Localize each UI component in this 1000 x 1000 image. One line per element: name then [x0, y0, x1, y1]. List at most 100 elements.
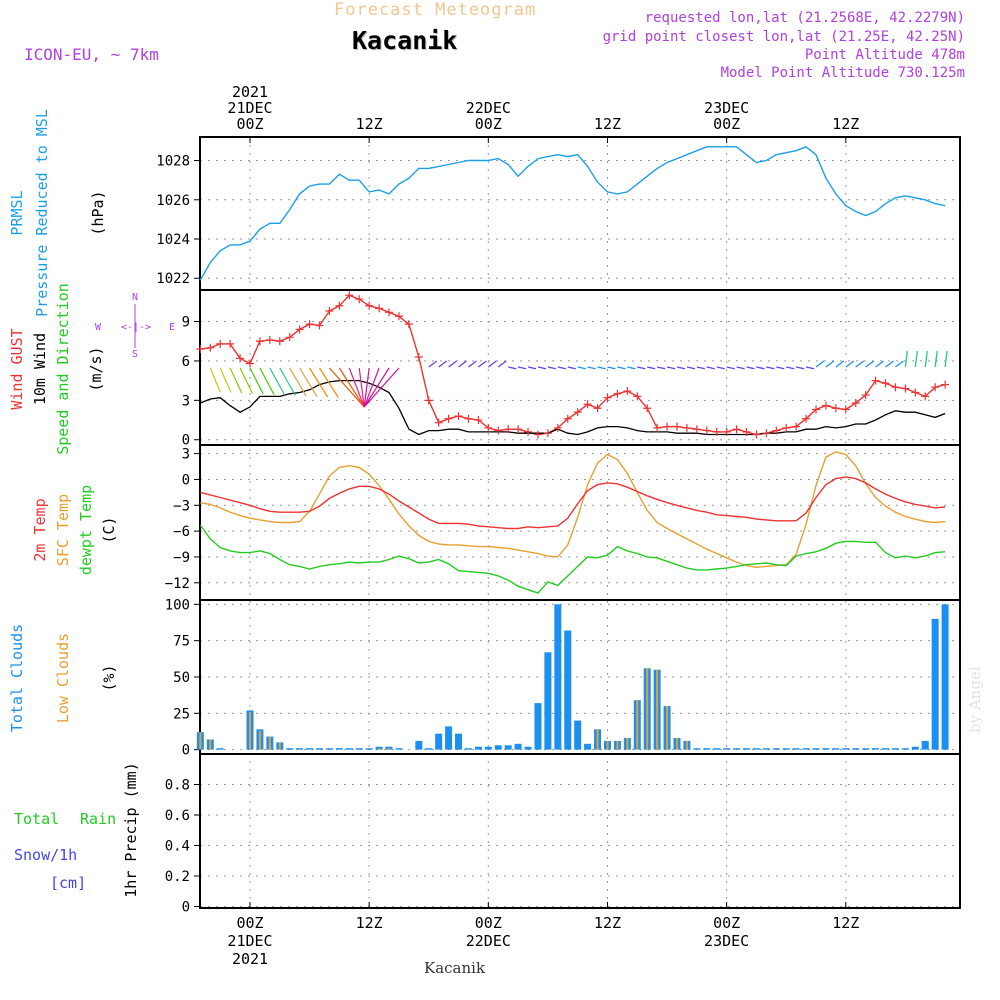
total-cloud-bar: [484, 746, 492, 750]
gust-marker: [345, 291, 354, 300]
gust-marker: [533, 430, 542, 439]
top-time-label: 2021: [232, 83, 268, 101]
wind-arrow: [269, 367, 286, 396]
y-tick-label: 50: [173, 670, 190, 686]
2m-temp-line: [200, 476, 946, 530]
total-cloud-bar: [733, 748, 741, 750]
gust-marker: [722, 427, 731, 436]
total-cloud-bar: [445, 726, 453, 750]
bottom-time-label: 12Z: [832, 914, 859, 932]
gust-marker: [394, 312, 403, 321]
low-cloud-bar: [209, 739, 212, 750]
wind-arrow: [468, 360, 477, 368]
low-cloud-bar: [616, 740, 619, 750]
wind-arrow: [487, 360, 497, 368]
gust-marker: [831, 404, 840, 413]
gust-marker: [265, 335, 274, 344]
y-tick-label: 1022: [156, 271, 190, 287]
y-tick-label: 0.6: [165, 808, 190, 824]
wind-arrow: [805, 366, 815, 370]
gust-marker: [315, 321, 324, 330]
bottom-time-label: 21DEC: [227, 932, 272, 950]
low-cloud-bar: [656, 669, 659, 750]
gust-marker: [613, 389, 622, 398]
wind-arrow: [796, 366, 805, 370]
gust-marker: [524, 427, 533, 436]
location-title: Kacanik: [352, 26, 458, 55]
y-tick-label: −12: [165, 576, 190, 592]
total-cloud-bar: [842, 748, 850, 750]
wind-arrow: [815, 360, 825, 368]
low-cloud-bar: [646, 668, 649, 750]
gust-marker: [752, 430, 761, 439]
wind-arrow: [776, 366, 785, 370]
gust-marker: [365, 301, 374, 310]
y-tick-label: 3: [182, 393, 190, 409]
temp-unit-label: (C): [100, 516, 118, 543]
precipitation-panel-frame: [199, 753, 961, 909]
total-cloud-bar: [504, 745, 512, 750]
wind-arrow: [627, 366, 636, 370]
wind-arrow: [746, 366, 755, 370]
wind-arrow: [676, 366, 686, 370]
wind-arrow: [637, 366, 646, 370]
low-cloud-bar: [249, 711, 251, 750]
top-time-label: 00Z: [475, 115, 502, 133]
gust-marker: [861, 391, 870, 400]
total-cloud-bar: [852, 748, 860, 750]
y-tick-label: 75: [173, 634, 190, 650]
gust-marker: [494, 426, 503, 435]
compass-s: S: [132, 349, 138, 360]
wind-arrow: [358, 367, 365, 408]
y-tick-label: 25: [173, 706, 190, 722]
gust-marker: [821, 401, 830, 410]
gust-marker: [653, 423, 662, 432]
pressure-unit-label: (hPa): [89, 190, 107, 235]
wind-arrow: [835, 360, 845, 368]
gust-marker: [563, 414, 572, 423]
top-time-label: 12Z: [832, 115, 859, 133]
wind-arrow: [508, 366, 517, 370]
total-cloud-bar: [365, 748, 373, 750]
total-cloud-bar: [524, 746, 532, 750]
total-cloud-bar: [772, 748, 780, 750]
total-cloud-bar: [822, 748, 830, 750]
gust-marker: [772, 426, 781, 435]
wind-speed-line: [200, 379, 946, 436]
y-tick-label: 0.4: [165, 838, 190, 854]
total-cloud-bar: [584, 743, 592, 750]
wind-arrow: [527, 366, 537, 370]
low-cloud-bar: [268, 736, 271, 750]
total-cloud-label: Total Clouds: [8, 624, 26, 732]
gust-marker: [881, 379, 890, 388]
top-time-label: 12Z: [356, 115, 383, 133]
gust-marker: [712, 427, 721, 436]
wind-unit-label: (m/s): [87, 346, 105, 391]
wind-arrow: [696, 366, 705, 370]
footer-location: Kacanik: [424, 959, 486, 977]
total-cloud-bar: [931, 618, 939, 750]
total-cloud-bar: [286, 748, 294, 750]
total-cloud-bar: [474, 746, 482, 750]
gust-marker: [682, 423, 691, 432]
wind-arrow: [716, 366, 725, 370]
gust-marker: [702, 426, 711, 435]
precip-unit-label: 1hr Precip (mm): [122, 762, 140, 897]
total-cloud-bar: [832, 748, 840, 750]
wind-arrow: [249, 367, 264, 395]
y-tick-label: 1024: [156, 232, 190, 248]
low-cloud-bar: [636, 700, 639, 750]
point-altitude: Point Altitude 478m: [804, 47, 965, 63]
gust-marker: [663, 422, 672, 431]
gust-marker: [414, 352, 423, 361]
wind-arrow: [914, 350, 918, 368]
y-tick-label: 3: [182, 447, 190, 463]
wind-arrow: [363, 367, 380, 408]
gust-marker: [246, 359, 254, 368]
gust-marker: [325, 307, 334, 316]
gust-marker: [643, 404, 652, 413]
gust-marker: [851, 398, 860, 407]
total-cloud-bar: [425, 748, 433, 750]
gust-marker: [921, 392, 930, 401]
low-cloud-label: Low Clouds: [54, 633, 72, 723]
